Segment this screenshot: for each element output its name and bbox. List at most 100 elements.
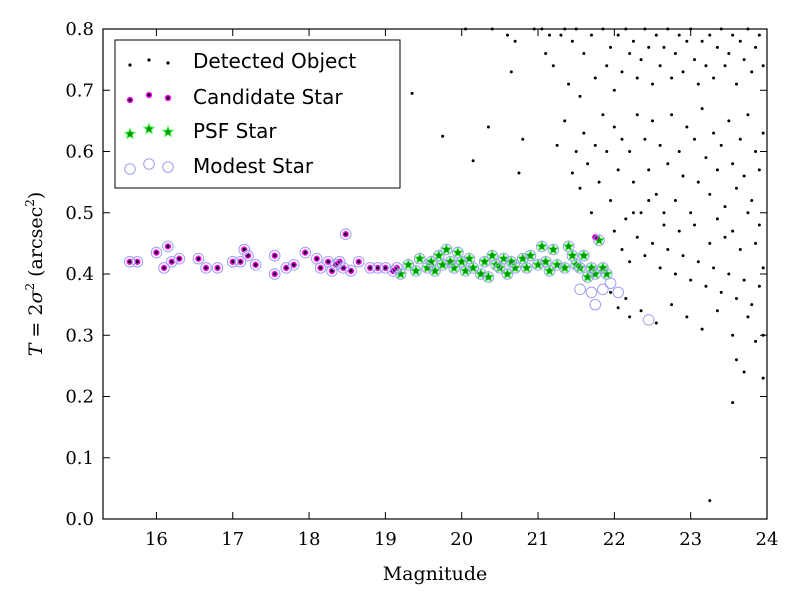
detected-object-point [704,156,708,160]
candidate-star-point [195,255,202,262]
detected-object-point [654,321,658,325]
detected-object-point [578,186,582,190]
modest-star-point [337,262,350,274]
detected-object-point [624,297,628,300]
y-tick-label: 0.2 [65,387,94,408]
modest-star-point [268,268,281,280]
modest-star-point [314,262,327,274]
detected-object-point [620,137,624,141]
detected-object-point [624,217,628,221]
detected-object-point [670,303,674,307]
detected-object-point [731,333,735,337]
detected-object-point [517,171,521,175]
detected-object-point [631,180,635,184]
detected-object-point [696,82,700,86]
modest-star-point [429,265,441,277]
psf-star-point [520,261,533,274]
detected-object-point [647,199,651,202]
detected-object-point [631,39,635,43]
modest-star-point [131,255,144,268]
detected-object-point [616,33,620,37]
detected-object-point [708,241,712,245]
legend-label-candidate-star: Candidate Star [193,85,343,109]
detected-object-point [750,70,754,74]
modest-star-point [570,259,582,271]
detected-object-point [685,39,689,43]
detected-object-point [643,137,647,141]
detected-object-point [605,150,609,153]
detected-object-point [727,119,731,123]
legend-marker-psf-star [142,122,156,135]
detected-object-point [570,171,574,175]
modest-star-point [200,262,212,274]
detected-object-point [708,192,712,196]
legend-marker-candidate-star [126,96,134,104]
legend-marker-detected-object [128,63,132,67]
x-tick-label: 18 [298,529,321,550]
candidate-star-point [164,243,172,250]
modest-star-point [123,255,136,268]
detected-object-point [750,303,754,307]
detected-object-point [761,131,765,135]
detected-object-point [708,33,712,37]
candidate-star-point [252,261,259,268]
modest-star-point [345,265,357,277]
detected-object-point [712,266,716,270]
legend-marker-candidate-star [145,91,153,99]
modest-star-point [211,262,224,274]
modest-star-point [268,249,281,262]
detected-object-point [647,45,651,49]
modest-star-point [585,286,598,299]
legend-marker-detected-object [166,61,170,65]
detected-object-point [734,82,738,86]
legend-marker-detected-object [147,58,151,62]
detected-object-point [589,33,593,37]
modest-star-point [574,262,586,274]
detected-object-point [731,33,735,37]
detected-object-point [601,113,605,117]
psf-star-point [413,252,427,265]
detected-object-point [471,159,475,163]
detected-object-point [612,125,616,129]
detected-object-point [547,33,551,37]
psf-star-point [516,252,530,265]
modest-star-point [589,298,602,311]
legend-marker-modest-star [124,163,136,175]
detected-object-point [513,39,517,43]
psf-star-point [566,248,579,262]
modest-star-point [226,255,239,268]
modest-star-point [585,262,598,274]
detected-object-point [692,137,696,141]
detected-object-point [628,260,632,264]
detected-object-point [628,315,632,319]
modest-star-point [299,246,312,259]
candidate-star-point [168,258,175,265]
legend-marker-modest-star [143,158,155,170]
modest-star-point [352,255,365,268]
candidate-star-point [283,264,290,272]
detected-object-point [754,45,758,49]
candidate-star-point [176,255,183,262]
psf-star-point [394,267,408,280]
modest-star-point [501,268,514,280]
detected-object-point [509,70,513,74]
modest-star-point [597,262,609,274]
x-tick-label: 22 [603,529,626,550]
x-tick-label: 19 [374,529,397,550]
x-tick-label: 24 [756,529,779,550]
legend-marker-modest-star [162,161,174,173]
modest-star-point [497,252,510,265]
detected-object-point [589,211,593,215]
psf-star-point [459,264,472,277]
detected-object-point [555,143,559,147]
detected-object-point [738,137,742,141]
x-tick-label: 16 [145,529,168,550]
modest-star-point [478,255,491,268]
detected-object-point [620,248,624,251]
detected-object-point [662,223,666,227]
candidate-star-point [347,267,355,275]
detected-object-point [715,309,719,313]
detected-object-point [715,45,719,49]
candidate-star-point [271,270,278,278]
detected-object-point [734,358,738,362]
